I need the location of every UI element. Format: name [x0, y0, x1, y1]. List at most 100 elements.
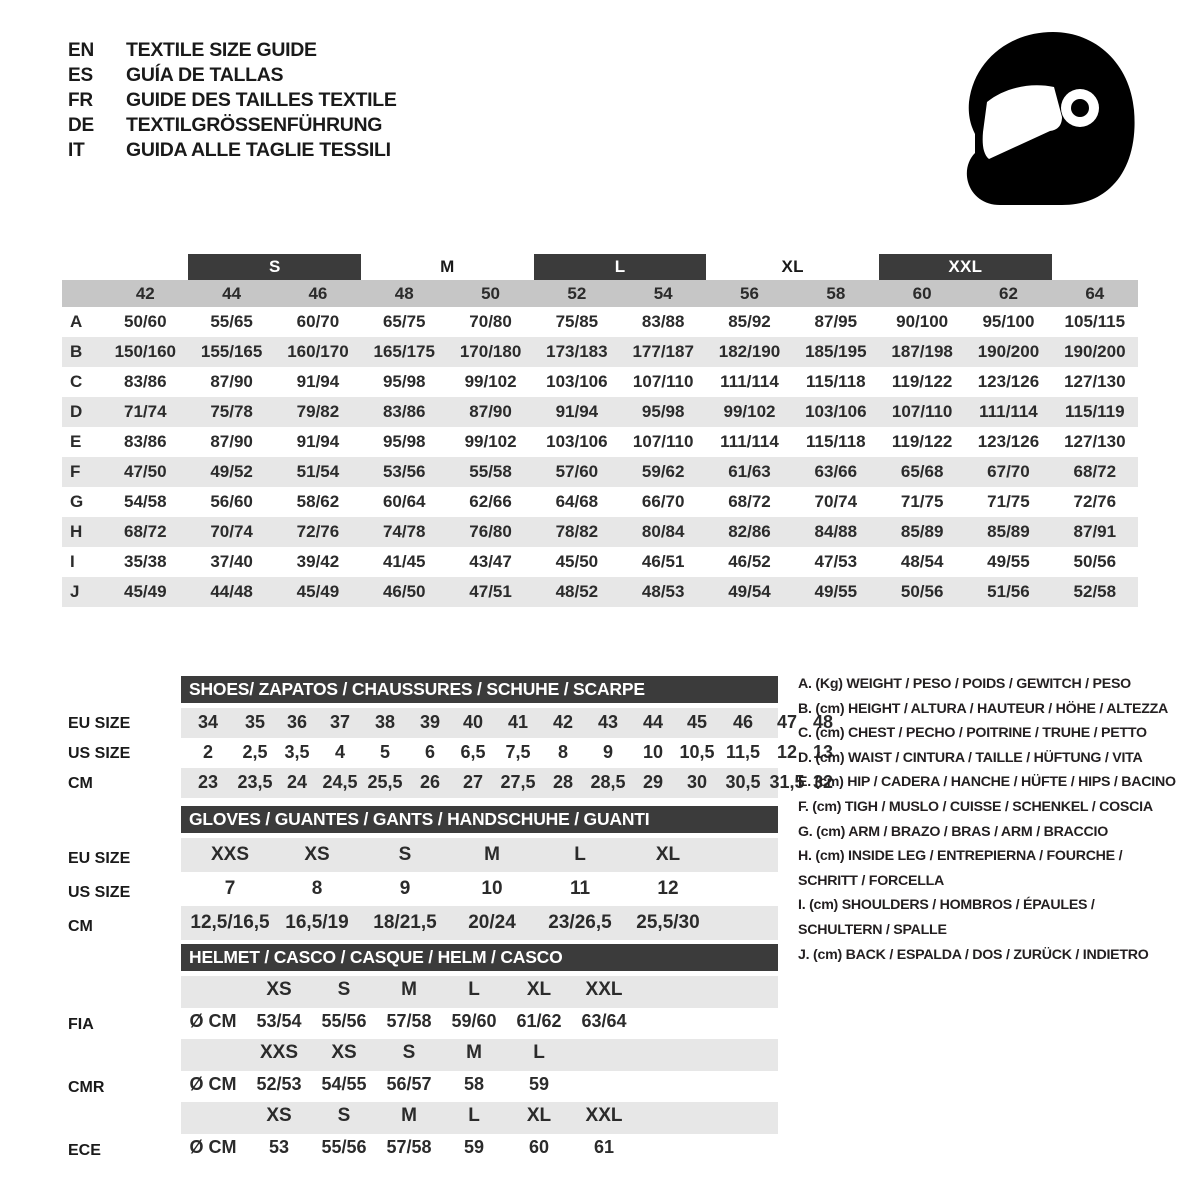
title-text: GUÍA DE TALLAS — [126, 64, 284, 86]
measurement-cell: 50/56 — [1051, 547, 1138, 577]
size-number-row-label — [62, 280, 103, 307]
measurement-cell: 65/75 — [361, 307, 448, 337]
helmet-size-table: HELMET / CASCO / CASQUE / HELM / CASCO X… — [68, 944, 778, 1184]
helmet-measurement-cell: 55/56 — [321, 1011, 367, 1031]
shoes-eu-size-cell: 34 — [197, 712, 219, 732]
gloves-us-size-cell: 12 — [657, 878, 679, 899]
helmet-measurement-cell: 53 — [268, 1137, 290, 1157]
table-row: G 54/58 56/60 58/62 60/64 62/66 64/68 66/70 68/7… — [62, 487, 1138, 517]
measurement-cell: 177/187 — [620, 337, 707, 367]
measurement-cell: 49/55 — [792, 577, 879, 607]
shoes-us-size-cell: 2 — [202, 742, 213, 762]
measurement-cell: 57/60 — [533, 457, 621, 487]
helmet-size-label-cell: XS — [331, 1042, 357, 1063]
shoes-eu-size-cell: 48 — [812, 712, 834, 732]
gloves-us-size-cell: 7 — [224, 878, 236, 899]
measurement-cell: 87/95 — [792, 307, 879, 337]
measurement-cell: 103/106 — [792, 397, 879, 427]
shoes-us-size-cell: 13 — [812, 742, 834, 762]
measurement-cell: 39/42 — [274, 547, 362, 577]
size-number-cell: 42 — [102, 280, 189, 307]
title-row: EN TEXTILE SIZE GUIDE — [68, 38, 588, 63]
shoes-eu-size-cell: 35 — [244, 712, 266, 732]
helmet-measurement-cell: 54/55 — [321, 1074, 367, 1094]
measurement-row-label: C — [62, 367, 103, 397]
measurement-cell: 182/190 — [706, 337, 793, 367]
measurement-cell: 85/89 — [965, 517, 1052, 547]
measurement-cell: 107/110 — [620, 367, 707, 397]
gloves-us-size-cell: 9 — [399, 878, 411, 899]
measurement-cell: 37/40 — [188, 547, 275, 577]
measurement-cell: 64/68 — [533, 487, 621, 517]
title-language-code: ES — [68, 65, 93, 86]
size-band-row: S M L XL XXL — [62, 254, 1138, 280]
measurement-row-label: B — [62, 337, 103, 367]
shoes-eu-size-cell: 40 — [462, 712, 484, 732]
title-row: IT GUIDA ALLE TAGLIE TESSILI — [68, 138, 588, 163]
measurement-cell: 83/86 — [102, 367, 189, 397]
helmet-measurement-cell: 61 — [593, 1137, 615, 1157]
helmet-size-label-cell: L — [468, 979, 480, 1000]
legend-line: D. (cm) WAIST / CINTURA / TAILLE / HÜFTU… — [798, 749, 1143, 766]
helmet-unit-cell: Ø CM — [189, 1011, 237, 1031]
measurement-row-label: G — [62, 487, 103, 517]
title-text: GUIDE DES TAILLES TEXTILE — [126, 89, 397, 111]
size-number-cell: 46 — [274, 280, 362, 307]
helmet-measurement-cell: 60 — [528, 1137, 550, 1157]
measurement-cell: 61/63 — [706, 457, 793, 487]
measurement-cell: 55/65 — [188, 307, 275, 337]
helmet-size-label-cell: XXS — [259, 1042, 299, 1063]
row-label: FIA — [68, 1016, 94, 1033]
measurement-cell: 68/72 — [706, 487, 793, 517]
gloves-cm-cell: 12,5/16,5 — [190, 912, 270, 933]
shoes-cm-cell: 30,5 — [725, 772, 761, 792]
measurement-cell: 99/102 — [447, 367, 534, 397]
measurement-row-label: H — [62, 517, 103, 547]
measurement-cell: 123/126 — [965, 367, 1052, 397]
measurement-cell: 99/102 — [706, 397, 793, 427]
shoes-cm-cell: 25,5 — [367, 772, 403, 792]
shoes-eu-size-cell: 47 — [776, 712, 798, 732]
measurements-table: S M L XL XXL 42 44 46 48 50 52 54 56 58 60 62 64 A 50/60 55… — [62, 254, 1138, 607]
measurement-cell: 45/49 — [274, 577, 362, 607]
row-stripe — [181, 708, 778, 738]
title-row: FR GUIDE DES TAILLES TEXTILE — [68, 88, 588, 113]
measurement-cell: 46/51 — [620, 547, 707, 577]
measurement-cell: 76/80 — [447, 517, 534, 547]
legend-line: F. (cm) TIGH / MUSLO / CUISSE / SCHENKEL… — [798, 798, 1153, 815]
shoes-cm-cell: 32 — [812, 772, 834, 792]
shoes-cm-cell: 28 — [552, 772, 574, 792]
measurement-cell: 150/160 — [102, 337, 189, 367]
helmet-size-label-cell: S — [337, 979, 351, 1000]
legend-line: I. (cm) SHOULDERS / HOMBROS / ÉPAULES / — [798, 897, 1095, 914]
row-label: CM — [68, 918, 93, 935]
shoes-eu-size-cell: 41 — [507, 712, 529, 732]
helmet-measurement-cell: 59 — [528, 1074, 550, 1094]
helmet-table-header: HELMET / CASCO / CASQUE / HELM / CASCO — [181, 944, 778, 971]
measurement-cell: 79/82 — [274, 397, 362, 427]
measurement-cell: 51/54 — [274, 457, 362, 487]
measurement-cell: 54/58 — [102, 487, 189, 517]
table-row: E 83/86 87/90 91/94 95/98 99/102 103/106 107/11… — [62, 427, 1138, 457]
helmet-measurement-cell: 63/64 — [581, 1011, 627, 1031]
table-row: B 150/160 155/165 160/170 165/175 170/180 173/… — [62, 337, 1138, 367]
size-number-cell: 60 — [878, 280, 966, 307]
measurement-cell: 111/114 — [706, 367, 793, 397]
measurement-cell: 91/94 — [274, 367, 362, 397]
measurement-cell: 65/68 — [878, 457, 966, 487]
table-row: J 45/49 44/48 45/49 46/50 47/51 48/52 48/53 49/5… — [62, 577, 1138, 607]
measurement-cell: 107/110 — [620, 427, 707, 457]
measurement-cell: 71/75 — [878, 487, 966, 517]
shoes-cm-cell: 29 — [642, 772, 664, 792]
measurement-cell: 60/70 — [274, 307, 362, 337]
title-text: TEXTILE SIZE GUIDE — [126, 39, 317, 61]
size-band-empty — [102, 254, 189, 280]
row-label: ECE — [68, 1142, 101, 1159]
measurement-cell: 82/86 — [706, 517, 793, 547]
helmet-measurement-cell: 59 — [463, 1137, 485, 1157]
measurement-cell: 99/102 — [447, 427, 534, 457]
helmet-size-label-cell: L — [533, 1042, 545, 1063]
row-label: CM — [68, 775, 93, 792]
measurement-cell: 127/130 — [1051, 367, 1138, 397]
shoes-table-header: SHOES/ ZAPATOS / CHAUSSURES / SCHUHE / S… — [181, 676, 778, 703]
